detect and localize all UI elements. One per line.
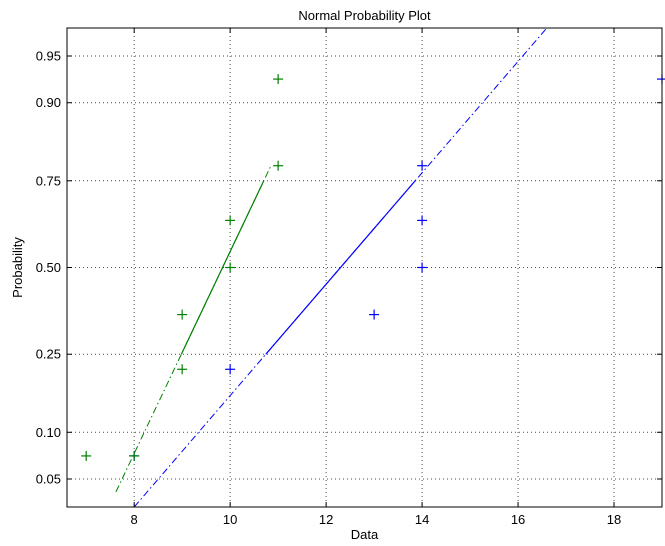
data-point-series-2 <box>225 262 236 273</box>
chart-title: Normal Probability Plot <box>298 8 431 23</box>
data-point-series-1 <box>369 309 380 320</box>
data-point-series-2 <box>129 450 140 461</box>
data-point-series-1 <box>417 160 428 171</box>
fit-line-series-2 <box>180 180 265 355</box>
fit-line-series-1 <box>265 180 416 355</box>
y-tick-label: 0.25 <box>36 347 61 362</box>
grid <box>67 28 662 507</box>
y-tick-label: 0.95 <box>36 49 61 64</box>
data-point-series-2 <box>225 215 236 226</box>
x-tick-label: 10 <box>223 512 237 527</box>
data-point-series-2 <box>177 364 188 375</box>
data-point-series-1 <box>417 215 428 226</box>
x-tick-label: 12 <box>319 512 333 527</box>
data-point-series-1 <box>657 74 665 85</box>
x-tick-label: 18 <box>607 512 621 527</box>
y-tick-label: 0.75 <box>36 173 61 188</box>
data-point-series-1 <box>225 364 236 375</box>
y-tick-label: 0.10 <box>36 425 61 440</box>
data-point-series-2 <box>273 160 284 171</box>
y-tick-label: 0.90 <box>36 95 61 110</box>
y-tick-label: 0.05 <box>36 471 61 486</box>
y-axis-label: Probability <box>10 237 25 298</box>
y-tick-label: 0.50 <box>36 260 61 275</box>
x-tick-label: 16 <box>511 512 525 527</box>
data-point-series-2 <box>177 309 188 320</box>
x-tick-label: 14 <box>415 512 429 527</box>
data-point-series-1 <box>417 262 428 273</box>
x-tick-label: 8 <box>131 512 138 527</box>
fit-line-extended-series-1 <box>133 27 548 508</box>
axis-ticks: 8 10 12 14 16 18 0.05 0.10 0.25 0.50 0.75 0.90 0.95 <box>36 28 662 527</box>
plot-frame <box>66 27 663 508</box>
data-point-series-2 <box>273 74 284 85</box>
data-points <box>81 74 665 461</box>
fit-lines <box>115 27 548 508</box>
data-point-series-2 <box>81 450 92 461</box>
x-axis-label: Data <box>351 527 379 542</box>
